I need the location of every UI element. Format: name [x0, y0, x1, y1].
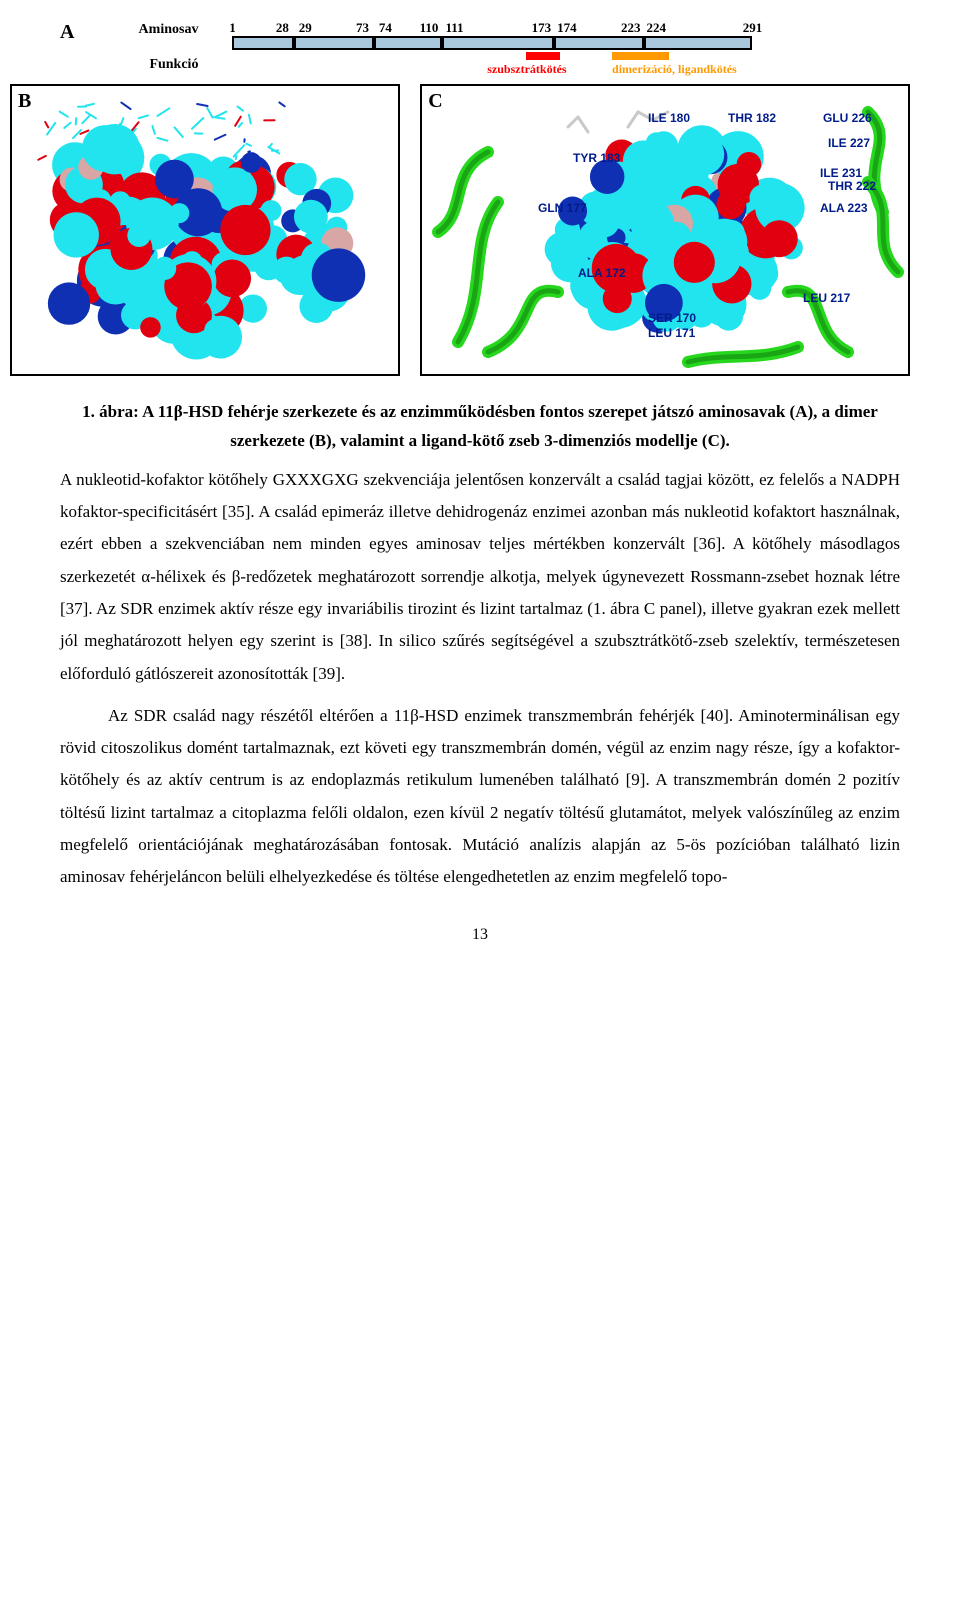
- body-paragraph-1: A nukleotid-kofaktor kötőhely GXXXGXG sz…: [60, 464, 900, 690]
- residue-label: ILE 231: [820, 166, 862, 180]
- aa-tick: 110: [420, 20, 439, 36]
- aa-tick: 173: [532, 20, 552, 36]
- aa-tick: 28: [276, 20, 289, 36]
- protein-structure-c: ILE 180 THR 182 GLU 226 ILE 227 ILE 231THR 2…: [428, 92, 908, 372]
- aa-tick: 223: [621, 20, 641, 36]
- residue-label: ILE 180: [648, 111, 690, 125]
- panel-c-letter: C: [428, 90, 442, 113]
- aa-tick: 111: [445, 20, 463, 36]
- label-aminosav: Aminosav: [108, 22, 198, 37]
- residue-label: LEU 171: [648, 326, 696, 340]
- residue-label: ILE 227: [828, 136, 870, 150]
- page-number: 13: [60, 926, 900, 944]
- residue-label: ALA 223: [820, 201, 868, 215]
- panel-b: B: [10, 84, 400, 376]
- protein-structure-b: [18, 92, 398, 372]
- residue-label: SER 170: [648, 311, 696, 325]
- residue-label: GLN 177: [538, 201, 587, 215]
- domain-segment: [232, 36, 293, 50]
- function-segment: [612, 52, 669, 60]
- function-label: szubsztrátkötés: [487, 62, 566, 77]
- residue-label: THR 182: [728, 111, 776, 125]
- aa-tick: 224: [647, 20, 667, 36]
- domain-segment: [442, 36, 554, 50]
- domain-segment: [554, 36, 643, 50]
- aa-tick: 29: [299, 20, 312, 36]
- label-funkcio: Funkció: [108, 57, 198, 72]
- residue-label: THR 222: [828, 179, 876, 193]
- aa-tick: 74: [379, 20, 392, 36]
- aa-tick: 1: [229, 20, 236, 36]
- residue-label: ALA 172: [578, 266, 626, 280]
- function-segment: [526, 52, 560, 60]
- panel-c: C ILE 180 THR 182 GLU 226 ILE 227 ILE 231THR…: [420, 84, 910, 376]
- aa-tick: 73: [356, 20, 369, 36]
- residue-label: LEU 217: [803, 291, 851, 305]
- panel-a-domain-bar: 128297374110111173174223224291 szubsztrá…: [232, 20, 752, 78]
- domain-segment: [294, 36, 374, 50]
- aa-tick: 174: [557, 20, 577, 36]
- aa-tick: 291: [743, 20, 763, 36]
- panel-a-row-labels: Aminosav Funkció: [108, 20, 198, 73]
- residue-label: TYR 183: [573, 151, 621, 165]
- figure-caption: 1. ábra: A 11β-HSD fehérje szerkezete és…: [60, 398, 900, 456]
- domain-segment: [374, 36, 442, 50]
- domain-segment: [644, 36, 753, 50]
- panel-b-letter: B: [18, 90, 31, 113]
- function-label: dimerizáció, ligandkötés: [612, 62, 737, 77]
- residue-label: GLU 226: [823, 111, 872, 125]
- body-paragraph-2: Az SDR család nagy részétől eltérően a 1…: [60, 700, 900, 894]
- panel-a-letter: A: [60, 20, 74, 42]
